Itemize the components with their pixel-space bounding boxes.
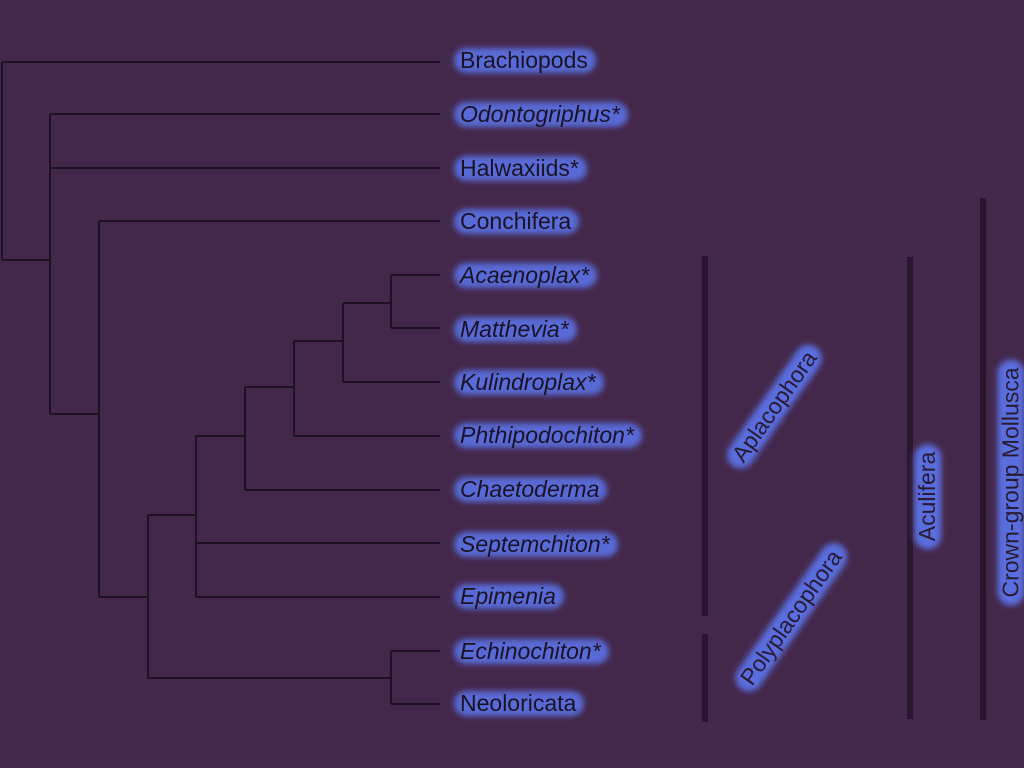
- taxon-label: Neoloricata: [454, 689, 585, 717]
- taxon-label: Matthevia*: [454, 315, 577, 343]
- taxon-label: Phthipodochiton*: [454, 421, 642, 449]
- crown-group-label: Crown-group Mollusca: [997, 359, 1024, 606]
- taxon-label: Echinochiton*: [454, 637, 609, 665]
- polyplacophora-bar: [702, 634, 708, 722]
- taxon-label: Conchifera: [454, 207, 580, 235]
- taxon-label: Epimenia: [454, 582, 564, 610]
- aplacophora-bar: [702, 256, 708, 616]
- aculifera-label: Aculifera: [914, 443, 942, 550]
- taxon-label: Acaenoplax*: [454, 261, 598, 289]
- taxon-label: Halwaxiids*: [454, 154, 587, 182]
- taxon-label: Odontogriphus*: [454, 100, 628, 128]
- taxon-label: Chaetoderma: [454, 475, 608, 503]
- aculifera-bar: [907, 257, 913, 719]
- taxon-label: Septemchiton*: [454, 530, 618, 558]
- taxon-label: Kulindroplax*: [454, 368, 604, 396]
- taxon-label: Brachiopods: [454, 46, 596, 74]
- crown-group-bar: [980, 198, 986, 720]
